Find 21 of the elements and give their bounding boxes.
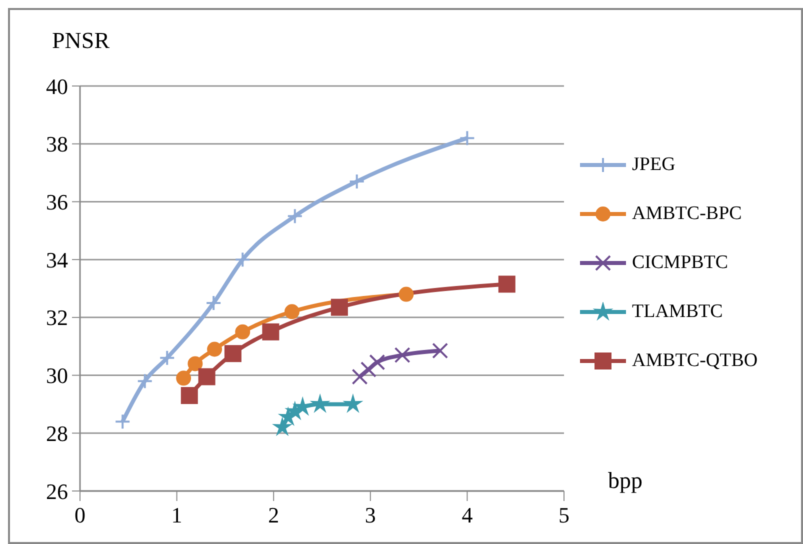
legend-label: CICMPBTC xyxy=(632,252,728,274)
x-tick-label: 5 xyxy=(558,502,570,528)
y-tick-label: 36 xyxy=(46,190,68,215)
y-tick-label: 32 xyxy=(46,305,68,330)
y-tick-label: 28 xyxy=(46,420,68,446)
x-tick-label: 4 xyxy=(462,502,473,528)
y-tick-label: 26 xyxy=(46,478,68,504)
y-tick-label: 40 xyxy=(46,74,68,99)
y-tick-label: 34 xyxy=(46,247,68,272)
x-tick-label: 2 xyxy=(268,502,280,528)
legend-label: TLAMBTC xyxy=(632,300,723,322)
legend-label: AMBTC-BPC xyxy=(632,202,742,224)
legend-label: JPEG xyxy=(632,154,676,176)
y-tick-label: 30 xyxy=(46,363,68,388)
y-tick-label: 38 xyxy=(46,132,68,157)
x-tick-label: 3 xyxy=(364,502,376,528)
x-tick-label: 1 xyxy=(171,502,182,528)
y-axis-title: PNSR xyxy=(52,28,110,54)
x-axis-title: bpp xyxy=(608,468,642,494)
legend-label: AMBTC-QTBO xyxy=(632,350,758,372)
x-tick-label: 0 xyxy=(74,502,86,528)
